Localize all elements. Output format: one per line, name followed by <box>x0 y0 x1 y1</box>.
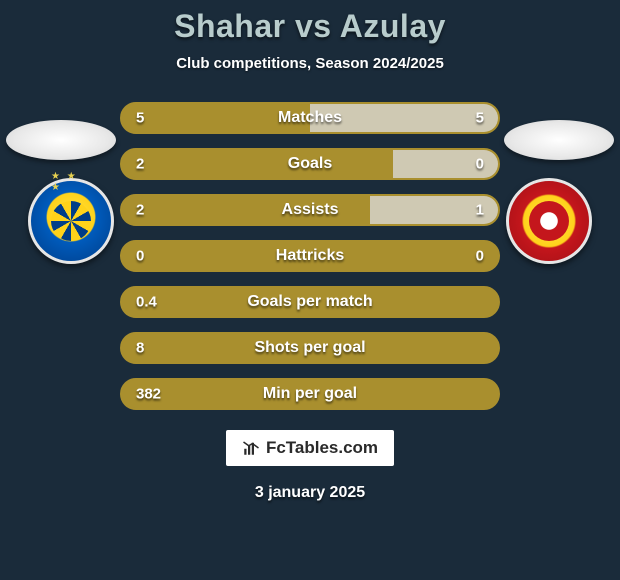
title-vs: vs <box>295 8 332 44</box>
stat-value-left: 8 <box>136 340 144 357</box>
crest-stars: ★ ★ ★ <box>51 171 91 193</box>
stat-value-left: 0 <box>136 248 144 265</box>
stat-row: Shots per goal 8 <box>120 332 500 364</box>
team-b-crest <box>506 178 592 264</box>
title-player-b: Azulay <box>340 8 446 44</box>
title-player-a: Shahar <box>174 8 285 44</box>
stat-label: Matches <box>278 109 342 127</box>
stat-value-left: 2 <box>136 202 144 219</box>
stat-row: Min per goal 382 <box>120 378 500 410</box>
stat-value-left: 2 <box>136 156 144 173</box>
stat-label: Goals <box>288 155 332 173</box>
player-a-shape <box>6 120 116 160</box>
page-title: Shahar vs Azulay <box>174 8 446 45</box>
stat-value-left: 382 <box>136 386 161 403</box>
date-text: 3 january 2025 <box>255 484 365 502</box>
stat-label: Shots per goal <box>254 339 365 357</box>
stat-label: Hattricks <box>276 247 344 265</box>
stat-label: Assists <box>282 201 339 219</box>
stat-fill-left <box>122 150 393 178</box>
stats-list: Matches55Goals20Assists21Hattricks00Goal… <box>120 102 500 410</box>
subtitle: Club competitions, Season 2024/2025 <box>176 55 444 72</box>
stat-value-left: 5 <box>136 110 144 127</box>
stat-row: Matches 5 5 <box>120 102 500 134</box>
crest-inner-icon <box>51 201 91 241</box>
footer-brand-text: FcTables.com <box>266 438 378 458</box>
stat-value-right: 1 <box>476 202 484 219</box>
stat-value-right: 0 <box>476 156 484 173</box>
player-b-shape <box>504 120 614 160</box>
stat-label: Goals per match <box>247 293 372 311</box>
stat-value-right: 5 <box>476 110 484 127</box>
stat-value-right: 0 <box>476 248 484 265</box>
chart-icon <box>242 439 260 457</box>
stat-row: Assists 2 1 <box>120 194 500 226</box>
stat-value-left: 0.4 <box>136 294 157 311</box>
footer-brand-badge: FcTables.com <box>226 430 394 466</box>
infographic-root: Shahar vs Azulay Club competitions, Seas… <box>0 0 620 580</box>
team-a-crest: ★ ★ ★ <box>28 178 114 264</box>
stat-row: Hattricks 0 0 <box>120 240 500 272</box>
stat-row: Goals 2 0 <box>120 148 500 180</box>
crest-inner-icon <box>529 201 569 241</box>
stat-label: Min per goal <box>263 385 357 403</box>
stat-row: Goals per match 0.4 <box>120 286 500 318</box>
